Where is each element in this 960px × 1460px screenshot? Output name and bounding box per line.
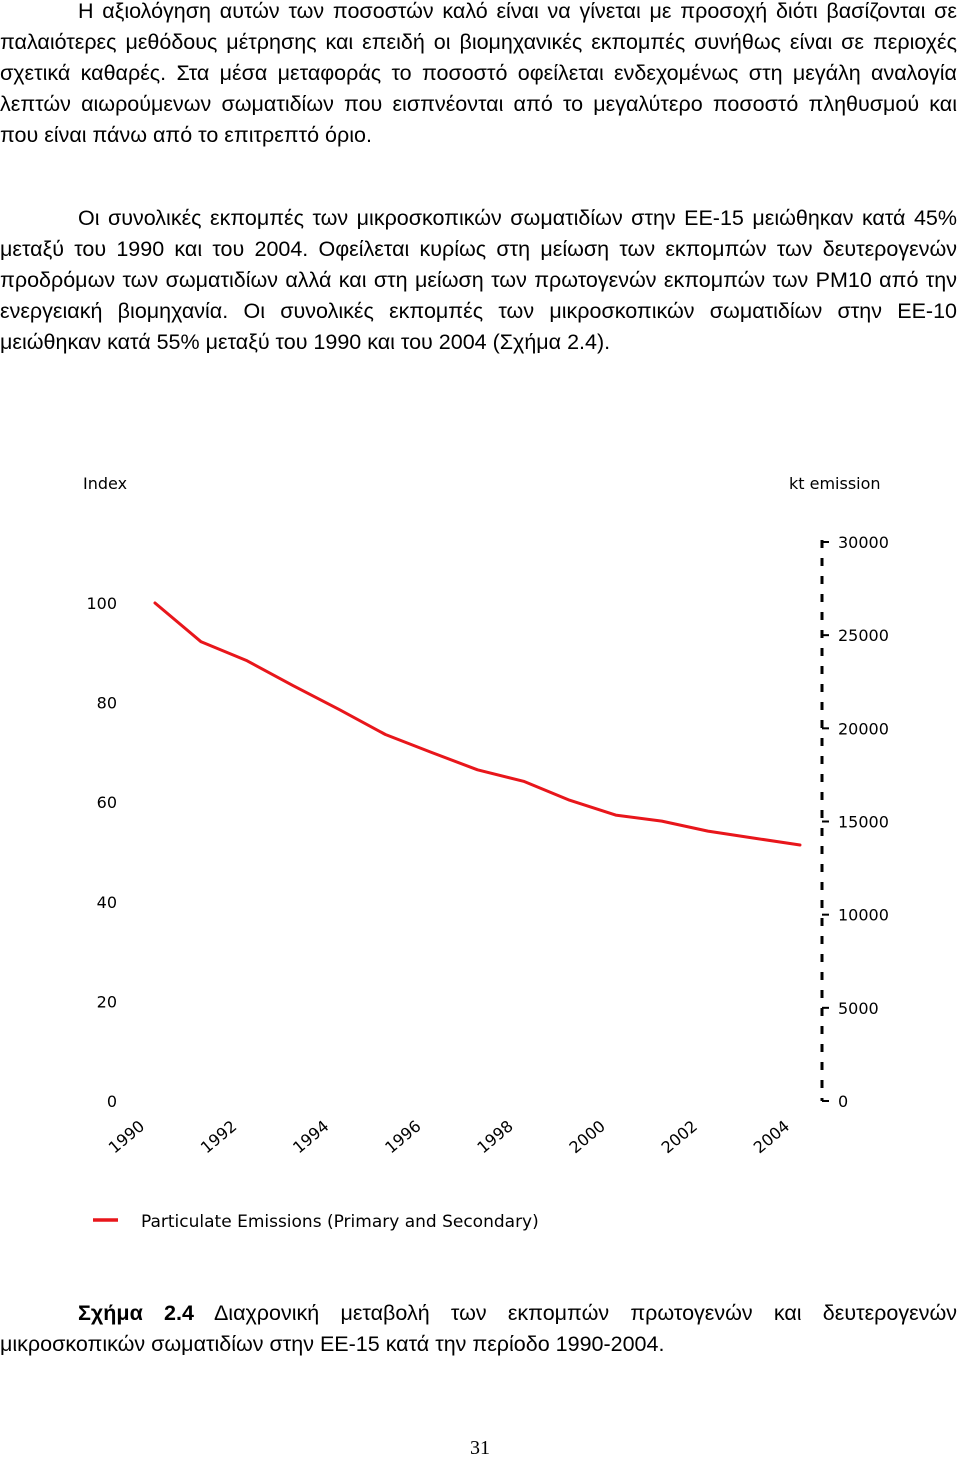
right-tick-label: 5000 (838, 999, 879, 1018)
caption-text: Διαχρονική μεταβολή των εκπομπών πρωτογε… (0, 1301, 957, 1356)
left-tick-label: 80 (97, 694, 117, 713)
right-tick-label: 25000 (838, 626, 889, 645)
x-tick-label: 2000 (565, 1116, 608, 1157)
legend-label: Particulate Emissions (Primary and Secon… (141, 1212, 539, 1232)
x-tick-label: 1994 (289, 1116, 332, 1157)
right-tick-label: 10000 (838, 906, 889, 925)
caption-label: Σχήμα 2.4 (78, 1301, 194, 1325)
left-tick-label: 100 (86, 594, 117, 613)
right-tick-label: 15000 (838, 813, 889, 832)
page-number: 31 (470, 1437, 490, 1459)
series-line-particulate-emissions (153, 601, 802, 847)
right-tick-label: 30000 (838, 533, 889, 552)
left-tick-label: 40 (97, 893, 117, 912)
emissions-chart: Index kt emission 0 20 40 60 80 100 0 5000 1000… (83, 474, 889, 1232)
right-tick-label: 20000 (838, 719, 889, 738)
left-tick-label: 60 (97, 793, 117, 812)
left-tick-label: 0 (107, 1092, 117, 1111)
x-tick-label: 2002 (658, 1116, 701, 1157)
x-tick-label: 1996 (381, 1116, 424, 1157)
paragraph-2: Οι συνολικές εκπομπές των μικροσκοπικών … (0, 206, 957, 354)
x-tick-label: 1998 (473, 1116, 516, 1157)
figure-caption: Σχήμα 2.4 Διαχρονική μεταβολή των εκπομπ… (0, 1298, 957, 1360)
paragraph-1: Η αξιολόγηση αυτών των ποσοστών καλό είν… (0, 0, 957, 147)
left-tick-label: 20 (97, 992, 117, 1011)
right-tick-label: 0 (838, 1092, 848, 1111)
x-tick-label: 1992 (197, 1116, 240, 1157)
left-axis-title: Index (83, 474, 127, 493)
x-tick-label: 2004 (750, 1116, 793, 1157)
x-tick-label: 1990 (105, 1116, 148, 1157)
right-axis-title: kt emission (789, 474, 881, 493)
